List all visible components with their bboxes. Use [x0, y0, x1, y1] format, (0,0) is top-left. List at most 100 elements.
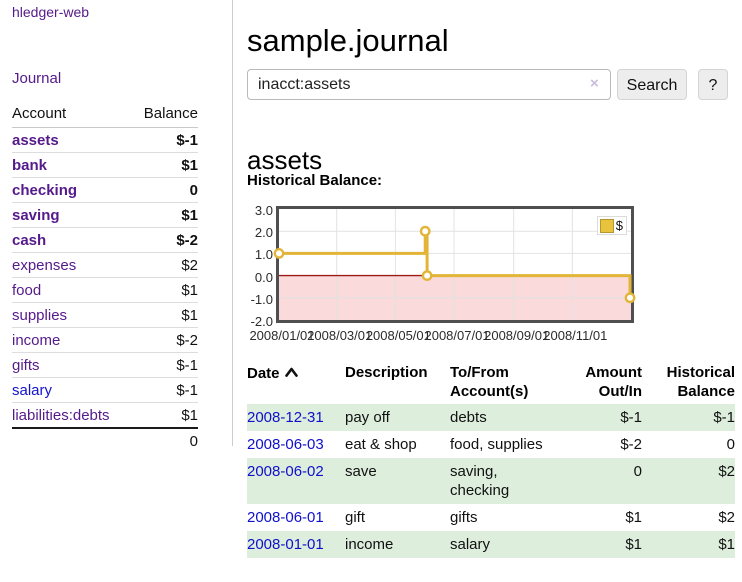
- legend-swatch-icon: [599, 218, 614, 233]
- y-axis-tick-label: 0.0: [254, 269, 273, 285]
- y-axis-tick-label: 3.0: [254, 203, 273, 218]
- transaction-accounts-cell: debts: [450, 404, 562, 431]
- transaction-amount-cell: $-1: [562, 404, 642, 431]
- chart-heading: Historical Balance:: [247, 172, 383, 189]
- account-row: salary $-1: [12, 377, 198, 403]
- total-spacer: [12, 427, 138, 453]
- x-axis-tick-label: 2008/11/01: [543, 328, 608, 343]
- account-row: expenses $2: [12, 252, 198, 278]
- account-balance: $1: [138, 302, 198, 328]
- account-row: bank $1: [12, 152, 198, 178]
- plot-svg: [273, 209, 636, 320]
- balance-column-header-txn: Historical Balance: [666, 364, 735, 400]
- transaction-date-cell: 2008-06-01: [247, 504, 345, 531]
- account-row: liabilities:debts $1: [12, 402, 198, 428]
- account-balance: $1: [138, 402, 198, 428]
- transaction-amount-cell: $1: [625, 509, 642, 526]
- transaction-date-cell: 2008-06-02: [247, 458, 345, 504]
- x-axis-tick-label: 2008/05/01: [365, 328, 431, 343]
- data-point-marker: [419, 225, 431, 237]
- date-column-header[interactable]: Date: [247, 360, 345, 404]
- transaction-row: 2008-06-02 save saving, checking 0 $2: [247, 458, 735, 504]
- transaction-date-link[interactable]: 2008-06-03: [247, 436, 324, 453]
- account-link-expenses[interactable]: expenses: [12, 257, 77, 274]
- transaction-balance-cell: $1: [642, 531, 735, 558]
- transaction-date-link[interactable]: 2008-06-01: [247, 509, 324, 526]
- account-link-supplies[interactable]: supplies: [12, 307, 68, 324]
- account-balance: $-1: [138, 377, 198, 403]
- transaction-amount-cell: $1: [562, 531, 642, 558]
- search-input[interactable]: [247, 69, 611, 100]
- account-row: income $-2: [12, 327, 198, 353]
- account-heading: assets: [247, 144, 323, 175]
- transaction-date-link[interactable]: 2008-01-01: [247, 536, 324, 553]
- sidebar-item-journal[interactable]: Journal: [12, 70, 62, 87]
- account-row: checking 0: [12, 177, 198, 203]
- chart-legend: $: [596, 216, 627, 235]
- transaction-date-link[interactable]: 2008-12-31: [247, 409, 324, 426]
- account-balance: $-1: [138, 352, 198, 378]
- x-axis-tick-label: 2008/01/01: [249, 328, 315, 343]
- search-bar: × Search ?: [247, 69, 735, 100]
- y-axis-tick-label: 1.0: [254, 247, 273, 263]
- account-link-bank[interactable]: bank: [12, 157, 48, 174]
- x-axis-tick-label: 2008/03/01: [307, 328, 373, 343]
- account-balance-table: Account Balance assets $-1 bank $1 checking 0…: [12, 102, 198, 453]
- transaction-accounts-cell: salary: [450, 531, 562, 558]
- data-point-marker: [624, 292, 636, 304]
- legend-label: $: [615, 218, 623, 233]
- transaction-row: 2008-12-31 pay off debts $-1 $-1: [247, 404, 735, 431]
- accounts-total-row: 0: [12, 427, 198, 453]
- account-row: gifts $-1: [12, 352, 198, 378]
- account-row: cash $-2: [12, 227, 198, 253]
- y-axis-tick-label: 2.0: [254, 225, 273, 241]
- transaction-description-cell: gift: [345, 509, 366, 526]
- account-column-header: Account: [12, 102, 138, 128]
- account-row: saving $1: [12, 202, 198, 228]
- account-link-income[interactable]: income: [12, 332, 61, 349]
- account-link-liabilities-debts[interactable]: liabilities:debts: [12, 407, 110, 424]
- transaction-description-cell: pay off: [345, 404, 450, 431]
- account-link-salary[interactable]: salary: [12, 382, 53, 399]
- account-link-cash[interactable]: cash: [12, 232, 47, 249]
- sidebar: hledger-web Journal Account Balance asse…: [0, 0, 233, 453]
- data-point-marker: [421, 270, 433, 281]
- transaction-date-cell: 2008-01-01: [247, 531, 345, 558]
- balance-column-header: Balance: [138, 102, 198, 128]
- search-button[interactable]: Search: [617, 69, 687, 100]
- transaction-rows: 2008-12-31 pay off debts $-1 $-1 2008-06-03 ea…: [247, 404, 735, 558]
- transaction-balance-cell: $2: [642, 458, 735, 504]
- x-axis-tick-label: 2008/09/01: [484, 328, 550, 343]
- transaction-description-cell: income: [345, 531, 450, 558]
- transaction-balance-cell: 0: [726, 436, 735, 453]
- account-balance: $2: [138, 252, 198, 278]
- clear-search-icon[interactable]: ×: [590, 75, 599, 92]
- transaction-amount-cell: 0: [562, 458, 642, 504]
- transaction-date-cell: 2008-06-03: [247, 431, 345, 458]
- app-brand-link[interactable]: hledger-web: [12, 4, 90, 20]
- account-row: food $1: [12, 277, 198, 303]
- account-balance: $1: [138, 202, 198, 228]
- page-title: sample.journal: [247, 22, 449, 58]
- account-balance: $-1: [176, 132, 198, 149]
- account-row: supplies $1: [12, 302, 198, 328]
- account-link-assets[interactable]: assets: [12, 132, 59, 149]
- transaction-date-link[interactable]: 2008-06-02: [247, 463, 324, 480]
- main-content: sample.journal × Search ? assets Histori…: [247, 0, 735, 582]
- account-balance: 0: [138, 177, 198, 203]
- help-button[interactable]: ?: [698, 69, 728, 100]
- account-balance: $1: [138, 277, 198, 303]
- account-link-gifts[interactable]: gifts: [12, 357, 40, 374]
- accounts-column-header: To/From Account(s): [450, 364, 529, 400]
- account-link-food[interactable]: food: [12, 282, 42, 299]
- transaction-balance-cell: $2: [718, 509, 735, 526]
- accounts-total-value: 0: [138, 427, 198, 453]
- transactions-table: Date Description To/From Account(s) Amou…: [247, 360, 735, 558]
- account-rows: assets $-1 bank $1 checking 0 saving $1 cash $-2 e…: [12, 128, 198, 453]
- sort-ascending-icon: [284, 363, 298, 382]
- account-balance: $1: [138, 152, 198, 178]
- account-link-checking[interactable]: checking: [12, 182, 78, 199]
- account-link-saving[interactable]: saving: [12, 207, 60, 224]
- transaction-accounts-cell: food, supplies: [450, 436, 543, 453]
- x-axis-tick-label: 2008/07/01: [424, 328, 490, 343]
